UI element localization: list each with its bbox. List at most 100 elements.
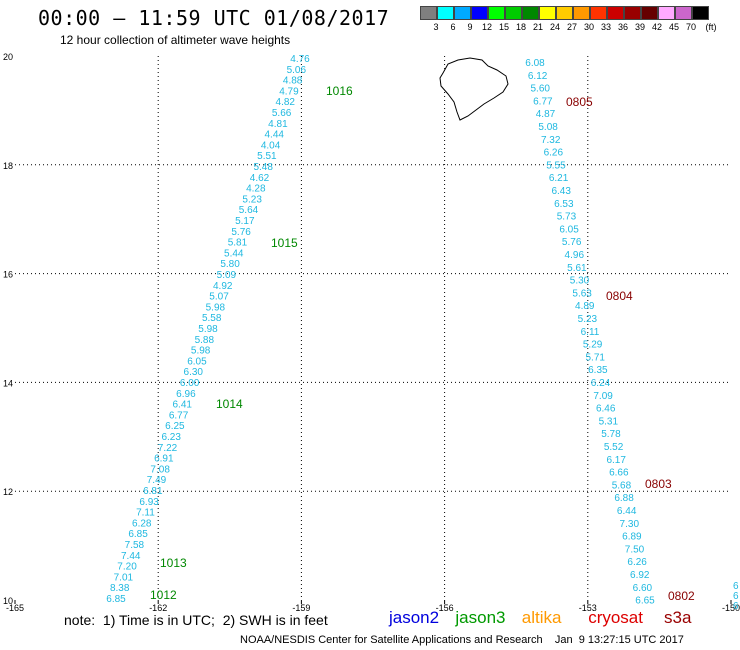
colorbar-label: 70 xyxy=(685,22,696,32)
y-tick-label: 14 xyxy=(3,378,13,388)
wave-height-right: 6.11 xyxy=(581,327,600,338)
wave-height-edge: 6 xyxy=(733,581,739,592)
colorbar-swatch xyxy=(505,6,522,20)
wave-height-left: 6.00 xyxy=(180,378,200,389)
wave-height-left: 6.91 xyxy=(154,454,174,465)
x-tick-label: -156 xyxy=(436,603,454,613)
colorbar-label: 6 xyxy=(450,22,456,32)
wave-height-right: 6.88 xyxy=(614,493,634,504)
colorbar-swatch xyxy=(607,6,624,20)
wave-height-left: 4.44 xyxy=(265,130,285,141)
wave-height-right: 6.26 xyxy=(544,148,564,159)
wave-height-right: 5.68 xyxy=(612,480,632,491)
wave-height-right: 5.29 xyxy=(583,340,603,351)
y-tick-label: 12 xyxy=(3,487,13,497)
wave-height-left: 7.01 xyxy=(114,572,134,583)
colorbar-swatch xyxy=(488,6,505,20)
time-label-right: 0802 xyxy=(668,589,695,603)
wave-height-left: 6.23 xyxy=(161,432,181,443)
colorbar-label: 3 xyxy=(433,22,439,32)
wave-height-right: 6.77 xyxy=(533,96,553,107)
wave-height-left: 5.51 xyxy=(257,151,277,162)
wave-height-right: 6.89 xyxy=(622,532,642,543)
colorbar-swatch xyxy=(437,6,454,20)
time-label-right: 0805 xyxy=(566,95,593,109)
wave-height-left: 4.04 xyxy=(261,140,281,151)
x-tick-label: -150 xyxy=(722,603,740,613)
wave-height-left: 5.66 xyxy=(272,108,292,119)
time-label-right: 0804 xyxy=(606,289,633,303)
wave-height-right: 7.32 xyxy=(541,135,561,146)
wave-height-right: 4.87 xyxy=(536,109,556,120)
colorbar-label: 39 xyxy=(634,22,645,32)
wave-height-right: 6.17 xyxy=(606,455,626,466)
time-label-left: 1014 xyxy=(216,397,243,411)
wave-height-right: 5.73 xyxy=(557,212,577,223)
wave-height-edge: 6 xyxy=(733,591,739,602)
wave-height-right: 6.24 xyxy=(591,378,611,389)
wave-height-left: 4.76 xyxy=(290,54,310,65)
wave-height-left: 5.80 xyxy=(220,259,240,270)
wave-height-left: 5.23 xyxy=(242,194,262,205)
wave-height-left: 6.28 xyxy=(132,518,152,529)
wave-height-left: 4.62 xyxy=(250,173,270,184)
wave-height-left: 8.38 xyxy=(110,583,130,594)
wave-height-right: 6.53 xyxy=(554,199,574,210)
wave-height-right: 6.08 xyxy=(525,58,545,69)
wave-height-left: 4.28 xyxy=(246,184,266,195)
wave-height-left: 5.07 xyxy=(209,292,229,303)
time-label-left: 1013 xyxy=(160,556,187,570)
x-tick-label: -162 xyxy=(149,603,167,613)
time-label-right: 0803 xyxy=(645,477,672,491)
wave-height-right: 5.52 xyxy=(604,442,624,453)
wave-height-right: 7.09 xyxy=(593,391,613,402)
wave-height-left: 6.96 xyxy=(176,389,196,400)
wave-height-left: 6.81 xyxy=(143,486,163,497)
y-tick-label: 18 xyxy=(3,161,13,171)
colorbar-label: 33 xyxy=(600,22,611,32)
wave-height-left: 4.88 xyxy=(283,76,303,87)
page-subtitle: 12 hour collection of altimeter wave hei… xyxy=(60,33,291,47)
colorbar-label: 15 xyxy=(498,22,509,32)
wave-height-right: 5.23 xyxy=(578,314,598,325)
wave-height-left: 7.22 xyxy=(158,443,178,454)
wave-height-edge: 6 xyxy=(733,601,739,612)
wave-height-left: 6.93 xyxy=(139,497,159,508)
time-label-left: 1015 xyxy=(271,236,298,250)
colorbar-swatch xyxy=(573,6,590,20)
wave-height-right: 6.66 xyxy=(609,468,629,479)
wave-height-left: 7.11 xyxy=(136,508,155,519)
wave-height-left: 4.81 xyxy=(268,119,288,130)
colorbar-label: 18 xyxy=(515,22,526,32)
x-tick-label: -153 xyxy=(579,603,597,613)
wave-height-right: 6.44 xyxy=(617,506,637,517)
wave-height-left: 4.82 xyxy=(276,97,296,108)
wave-height-left: 5.48 xyxy=(253,162,273,173)
colorbar-label: 9 xyxy=(467,22,473,32)
wave-height-right: 5.08 xyxy=(538,122,558,133)
wave-height-left: 6.25 xyxy=(165,421,185,432)
colorbar-label: 42 xyxy=(651,22,662,32)
wave-height-left: 5.58 xyxy=(202,313,222,324)
satellite-legend-jason3: jason3 xyxy=(455,608,506,627)
wave-height-right: 6.26 xyxy=(627,557,647,568)
wave-height-left: 5.76 xyxy=(231,227,251,238)
wave-height-left: 7.20 xyxy=(117,562,137,573)
colorbar-label: 27 xyxy=(566,22,577,32)
colorbar-label: 21 xyxy=(532,22,543,32)
satellite-legend-s3a: s3a xyxy=(664,608,692,627)
wave-height-right: 5.31 xyxy=(599,416,619,427)
wave-height-left: 6.85 xyxy=(128,529,148,540)
colorbar-swatch xyxy=(658,6,675,20)
wave-height-left: 7.08 xyxy=(150,464,170,475)
colorbar-label: 30 xyxy=(583,22,594,32)
wave-height-right: 6.65 xyxy=(635,596,655,607)
wave-height-left: 6.85 xyxy=(106,594,126,605)
y-tick-label: 10 xyxy=(3,596,13,606)
wave-height-right: 5.63 xyxy=(572,288,592,299)
wave-height-right: 6.46 xyxy=(596,404,616,415)
colorbar-swatch xyxy=(471,6,488,20)
x-tick-label: -165 xyxy=(6,603,24,613)
colorbar-unit: (ft) xyxy=(705,22,717,32)
